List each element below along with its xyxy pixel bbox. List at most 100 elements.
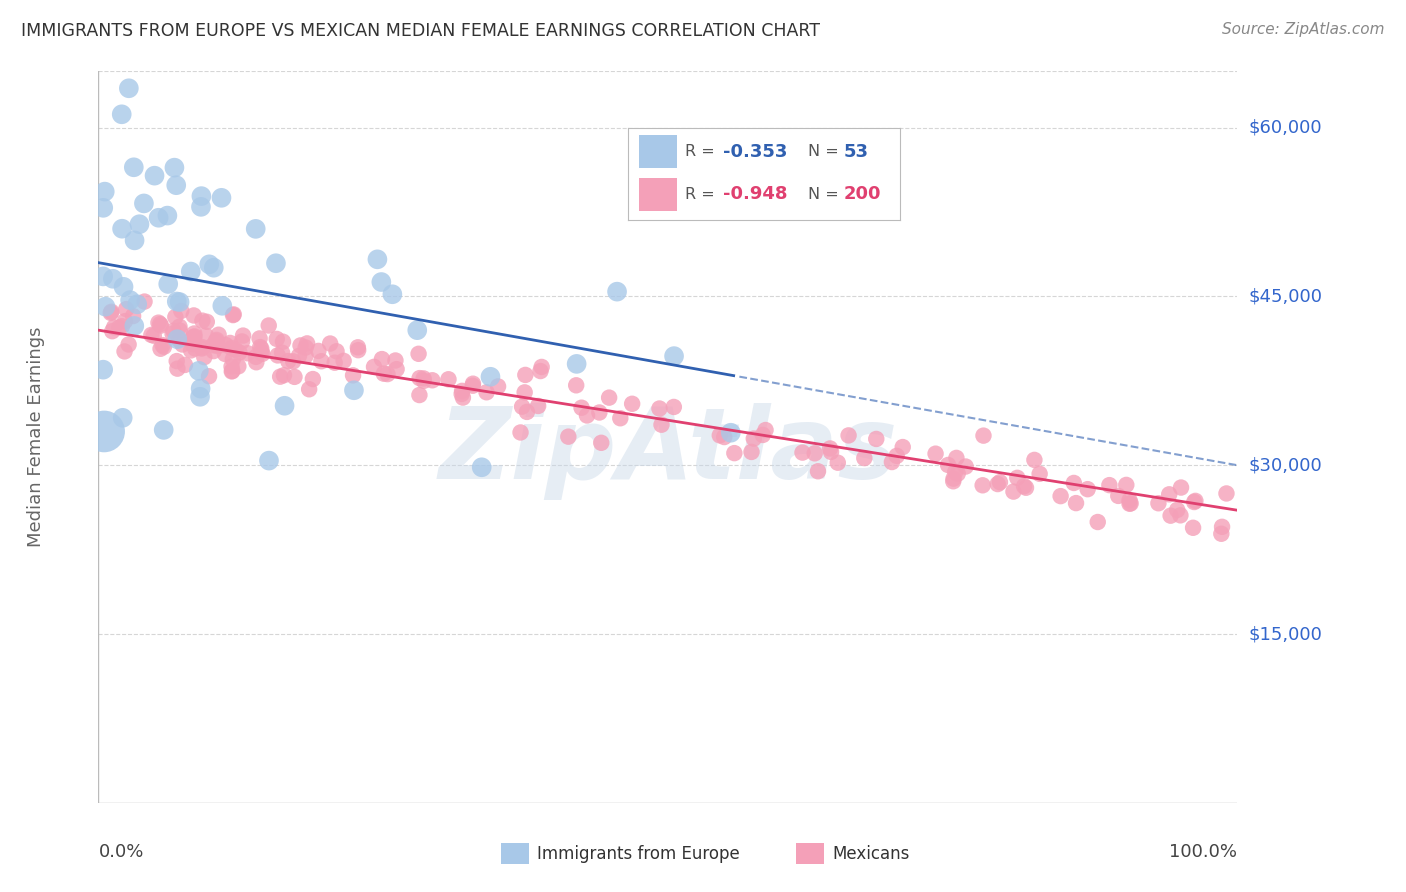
Point [588, 405, 610, 419]
Point [195, 315, 218, 329]
Point [513, 385, 536, 400]
Point [591, 435, 613, 450]
Point [936, 458, 959, 472]
Point [266, 332, 288, 346]
Point [162, 324, 184, 338]
Point [117, 337, 139, 351]
Point [988, 475, 1011, 490]
Point [408, 388, 430, 402]
Point [942, 472, 965, 486]
Point [972, 478, 994, 492]
Point [1119, 496, 1142, 510]
Point [713, 430, 735, 444]
Point [128, 217, 150, 231]
Point [114, 314, 136, 328]
Point [190, 200, 212, 214]
Text: 0.0%: 0.0% [98, 843, 143, 861]
Point [332, 354, 354, 368]
Point [408, 371, 430, 385]
Point [252, 347, 274, 361]
Point [311, 354, 333, 368]
Point [215, 338, 238, 352]
Point [202, 338, 225, 352]
Point [111, 319, 134, 334]
Point [118, 81, 141, 95]
Point [114, 344, 136, 359]
Point [221, 359, 243, 374]
Point [172, 337, 194, 351]
Point [101, 324, 124, 338]
Point [143, 169, 166, 183]
Point [853, 451, 876, 466]
Point [475, 385, 498, 400]
Point [198, 257, 221, 271]
Point [370, 275, 392, 289]
Point [228, 359, 250, 374]
Point [1007, 471, 1029, 485]
Point [891, 440, 914, 454]
Point [111, 410, 134, 425]
Point [838, 428, 860, 442]
Point [381, 287, 404, 301]
Text: Source: ZipAtlas.com: Source: ZipAtlas.com [1222, 22, 1385, 37]
Point [1028, 467, 1050, 481]
Point [283, 370, 305, 384]
Point [1211, 526, 1233, 541]
Point [412, 371, 434, 385]
Text: ZipAtlas: ZipAtlas [439, 403, 897, 500]
Point [190, 382, 212, 396]
Point [1159, 487, 1181, 501]
Point [194, 328, 217, 343]
Point [166, 361, 188, 376]
Point [1115, 478, 1137, 492]
Point [1049, 489, 1071, 503]
Point [191, 313, 214, 327]
Point [191, 340, 214, 354]
Point [198, 369, 221, 384]
Point [818, 442, 841, 456]
Point [207, 327, 229, 342]
Point [149, 342, 172, 356]
Point [471, 460, 494, 475]
Point [221, 364, 243, 378]
Point [163, 161, 186, 175]
Point [307, 343, 329, 358]
Point [1012, 479, 1035, 493]
Point [295, 336, 318, 351]
Point [1077, 482, 1099, 496]
Text: Median Female Earnings: Median Female Earnings [27, 326, 45, 548]
Point [529, 364, 551, 378]
Point [1170, 481, 1192, 495]
Point [214, 347, 236, 361]
Text: N =: N = [808, 145, 844, 160]
Point [94, 185, 117, 199]
Point [169, 319, 191, 334]
Point [1063, 475, 1085, 490]
Point [115, 302, 138, 317]
Point [754, 423, 776, 437]
Point [1182, 521, 1205, 535]
Text: $15,000: $15,000 [1249, 625, 1322, 643]
Point [165, 310, 187, 324]
Text: $30,000: $30,000 [1249, 456, 1322, 475]
Bar [638, 135, 678, 169]
Point [319, 336, 342, 351]
Point [510, 400, 533, 414]
Point [169, 295, 191, 310]
Point [955, 459, 977, 474]
Text: R =: R = [685, 187, 720, 202]
Point [347, 340, 370, 354]
Point [236, 346, 259, 360]
Point [245, 350, 267, 364]
Point [1211, 520, 1233, 534]
Point [166, 354, 188, 368]
Point [174, 358, 197, 372]
Point [557, 430, 579, 444]
Point [170, 304, 193, 318]
Point [1087, 515, 1109, 529]
Point [249, 340, 271, 354]
Point [169, 324, 191, 338]
Point [112, 280, 135, 294]
Point [740, 445, 762, 459]
Point [450, 387, 472, 401]
